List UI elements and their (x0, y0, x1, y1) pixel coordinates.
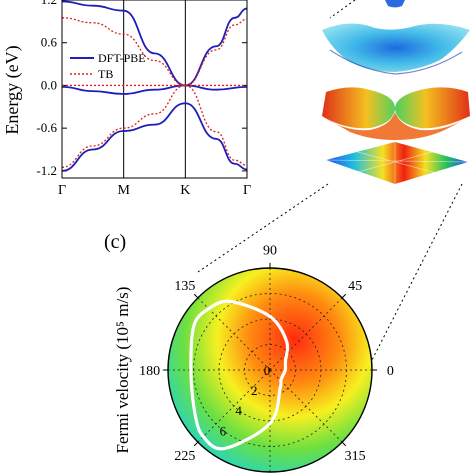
band-x-tick-label: K (180, 183, 190, 198)
band-y-tick-label: 0.0 (41, 77, 57, 92)
band-lines (61, 0, 247, 172)
polar-radial-label: 4 (235, 403, 242, 418)
tb-band-line (61, 17, 186, 87)
polar-angle-label: 315 (345, 449, 366, 464)
tb-band-line (185, 18, 247, 87)
guide-line-left (197, 183, 329, 273)
surface-upper-band (322, 23, 470, 72)
energy-axis-label: Energy (eV) (2, 45, 23, 134)
polar-angle-ticks: 0 45 90 135 180 225 315 (139, 244, 394, 464)
surface-dirac-cone (322, 87, 470, 129)
polar-angle-tick-mark (193, 293, 199, 299)
band-legend: DFT-PBE TB (70, 51, 146, 81)
polar-angle-tick-mark (193, 441, 199, 447)
fermi-velocity-curve (189, 299, 290, 451)
surface-upper-edge (329, 49, 463, 75)
band-y-tick-label: -0.6 (36, 120, 57, 135)
dft-band-line (61, 102, 186, 172)
dft-band-line (61, 84, 186, 95)
guide-line-upper (329, 0, 356, 19)
polar-angle-label: 45 (348, 279, 362, 294)
band-y-tick-label: 1.2 (41, 0, 57, 7)
legend-label-tb: TB (98, 67, 113, 81)
band-y-tick-label: 0.6 (41, 35, 58, 50)
polar-grid-spoke (269, 297, 343, 371)
polar-grid-spoke (197, 297, 271, 371)
polar-angle-tick-mark (341, 441, 347, 447)
polar-curve (189, 299, 290, 451)
legend-label-dft: DFT-PBE (98, 51, 146, 65)
polar-grid-spoke (197, 369, 271, 443)
surface-dirac-cone-lower (322, 112, 470, 140)
panel-label-c: (c) (104, 231, 126, 253)
polar-angle-label: 0 (387, 364, 394, 379)
fermi-velocity-axis-label: Fermi velocity (10⁵ m/s) (113, 287, 132, 454)
polar-angle-label: 225 (174, 449, 195, 464)
polar-angle-label: 180 (139, 364, 160, 379)
dft-band-line (185, 102, 247, 171)
polar-angle-label: 90 (263, 244, 277, 259)
surface-flat-band-star (325, 142, 469, 184)
band-x-tick-label: M (117, 183, 130, 198)
surface-flat-band (326, 142, 468, 184)
polar-panel: (c) Fermi velocity (10⁵ m/s) 0 45 90 135 180… (104, 231, 394, 473)
guide-line-right (371, 183, 463, 361)
dispersion-surfaces (197, 0, 470, 361)
dft-band-line (61, 0, 186, 87)
polar-angle-label: 135 (174, 279, 195, 294)
polar-radial-label: 2 (251, 383, 258, 398)
band-y-tick-label: -1.2 (36, 163, 57, 178)
polar-angle-tick-mark (341, 293, 347, 299)
band-structure-panel: Energy (eV) -1.2 -0.6 0.0 0.6 1.2 Γ M K Γ DFT-P… (2, 0, 251, 198)
band-x-tick-label: Γ (243, 183, 251, 198)
dft-band-line (185, 84, 247, 91)
polar-radial-label: 6 (220, 423, 227, 438)
tb-band-line (185, 84, 247, 166)
dft-band-line (185, 7, 247, 87)
polar-radial-label: 0 (264, 363, 271, 378)
band-plot-frame (61, 0, 248, 179)
band-y-ticks: -1.2 -0.6 0.0 0.6 1.2 (36, 0, 247, 178)
polar-grid (168, 268, 372, 472)
surface-top-partial (385, 0, 405, 8)
band-x-tick-label: Γ (58, 183, 66, 198)
